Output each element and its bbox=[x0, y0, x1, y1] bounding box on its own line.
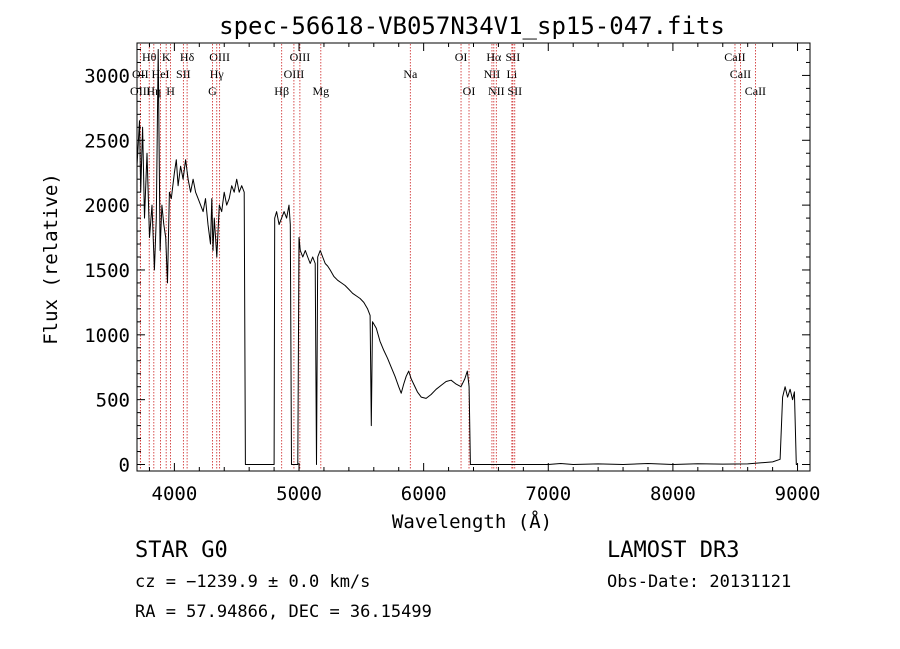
marker-label: Hβ bbox=[274, 84, 289, 98]
y-tick-label: 1000 bbox=[84, 325, 130, 347]
series-line-spectrum bbox=[136, 49, 798, 465]
y-tick-label: 0 bbox=[119, 455, 130, 477]
observation-date: Obs-Date: 20131121 bbox=[607, 572, 792, 592]
survey-name: LAMOST DR3 bbox=[607, 538, 740, 563]
marker-label: G bbox=[208, 84, 217, 98]
marker-label: SII bbox=[506, 50, 521, 64]
marker-label: OIII bbox=[290, 50, 311, 64]
y-tick-label: 2000 bbox=[84, 195, 130, 217]
marker-label: OIII bbox=[130, 84, 151, 98]
marker-label: NII bbox=[488, 84, 505, 98]
x-tick-label: 6000 bbox=[401, 483, 447, 505]
chart-title: spec-56618-VB057N34V1_sp15-047.fits bbox=[219, 12, 725, 40]
x-tick-label: 8000 bbox=[650, 483, 696, 505]
marker-label: SII bbox=[176, 67, 191, 81]
marker-label: Hδ bbox=[180, 50, 195, 64]
marker-label: Hα bbox=[486, 50, 502, 64]
y-tick-label: 1500 bbox=[84, 260, 130, 282]
marker-label: CaII bbox=[724, 50, 745, 64]
marker-label: Mg bbox=[312, 84, 329, 98]
x-tick-label: 4000 bbox=[152, 483, 198, 505]
marker-label: CaII bbox=[745, 84, 766, 98]
marker-label: Hθ bbox=[142, 50, 157, 64]
marker-label: Li bbox=[507, 67, 518, 81]
y-tick-label: 500 bbox=[96, 390, 130, 412]
marker-label: Hγ bbox=[210, 67, 225, 81]
y-tick-label: 3000 bbox=[84, 65, 130, 87]
data-series bbox=[136, 49, 798, 465]
x-tick-label: 5000 bbox=[276, 483, 322, 505]
marker-label: HeI bbox=[152, 67, 170, 81]
marker-label: Na bbox=[403, 67, 418, 81]
marker-label: CaII bbox=[730, 67, 751, 81]
marker-label: OIII bbox=[209, 50, 230, 64]
y-axis-label: Flux (relative) bbox=[40, 173, 62, 345]
plot-frame bbox=[136, 42, 811, 472]
x-tick-label: 7000 bbox=[525, 483, 571, 505]
axis-ticks: 4000 5000 6000 7000 8000 9000 0 500 1000 1500 2000… bbox=[84, 43, 820, 505]
object-type: STAR G0 bbox=[135, 538, 228, 563]
marker-label: SII bbox=[507, 84, 522, 98]
marker-label: OIII bbox=[284, 67, 305, 81]
coordinates-readout: RA = 57.94866, DEC = 36.15499 bbox=[135, 602, 432, 622]
marker-label: OI bbox=[455, 50, 468, 64]
marker-label: H bbox=[166, 84, 175, 98]
y-tick-label: 2500 bbox=[84, 130, 130, 152]
x-tick-label: 9000 bbox=[775, 483, 821, 505]
marker-label: K bbox=[162, 50, 171, 64]
marker-label: OI bbox=[463, 84, 476, 98]
marker-label: NII bbox=[484, 67, 501, 81]
velocity-readout: cz = −1239.9 ± 0.0 km/s bbox=[135, 572, 371, 592]
x-axis-label: Wavelength (Å) bbox=[392, 510, 552, 533]
